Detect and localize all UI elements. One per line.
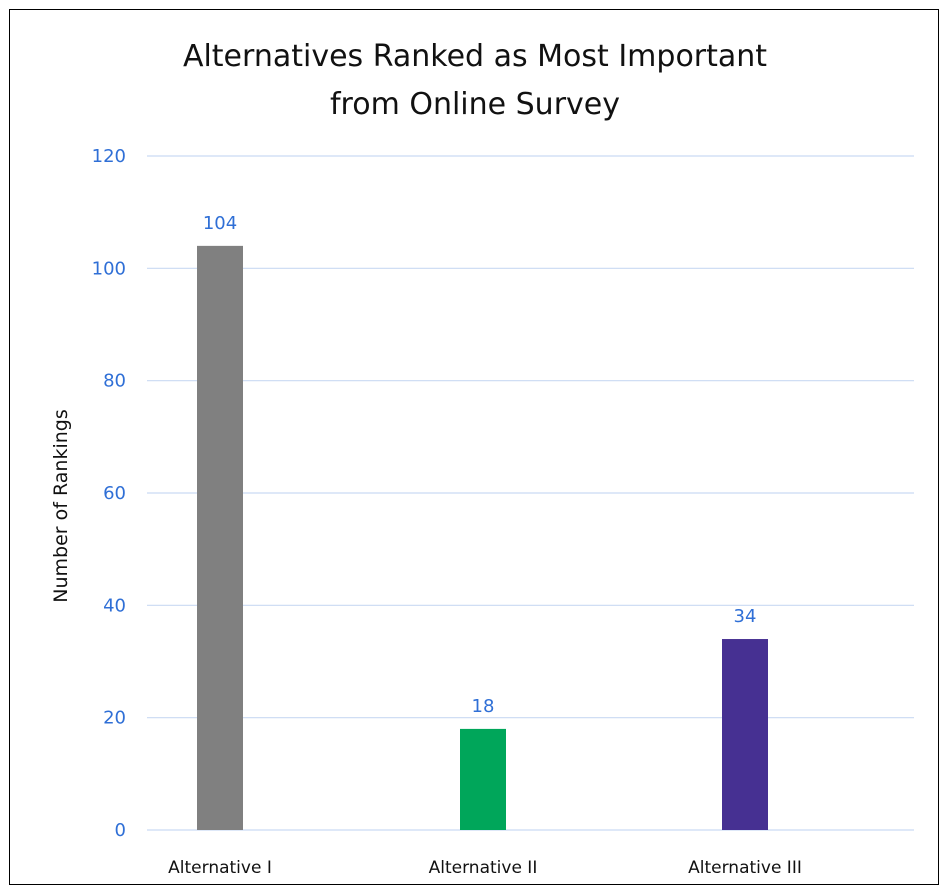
y-tick-label: 60 bbox=[103, 483, 126, 504]
x-axis-ticks: Alternative I Alternative II Alternative I… bbox=[168, 858, 802, 878]
bar-chart: Alternatives Ranked as Most Important fr… bbox=[50, 39, 914, 878]
bars bbox=[197, 245, 768, 830]
y-tick-label: 20 bbox=[103, 708, 126, 729]
x-tick-label-2: Alternative II bbox=[429, 858, 538, 878]
x-tick-label-3: Alternative III bbox=[688, 858, 802, 878]
data-labels: 104 18 34 bbox=[203, 213, 757, 717]
y-tick-label: 120 bbox=[92, 146, 126, 167]
data-label-3: 34 bbox=[734, 606, 757, 627]
bar-1 bbox=[197, 245, 243, 830]
chart-title-line-2: from Online Survey bbox=[330, 87, 620, 122]
y-axis-ticks: 0 20 40 60 80 100 120 bbox=[92, 146, 126, 841]
y-tick-label: 40 bbox=[103, 595, 126, 616]
data-label-2: 18 bbox=[472, 696, 495, 717]
chart-frame: Alternatives Ranked as Most Important fr… bbox=[9, 9, 939, 885]
x-tick-label-1: Alternative I bbox=[168, 858, 272, 878]
data-label-1: 104 bbox=[203, 213, 237, 234]
y-tick-label: 80 bbox=[103, 371, 126, 392]
gridlines bbox=[147, 155, 914, 831]
bar-3 bbox=[722, 639, 768, 830]
chart-title-line-1: Alternatives Ranked as Most Important bbox=[183, 39, 767, 74]
y-tick-label: 100 bbox=[92, 258, 126, 279]
y-tick-label: 0 bbox=[115, 820, 126, 841]
y-axis-label: Number of Rankings bbox=[50, 409, 72, 602]
chart-title: Alternatives Ranked as Most Important fr… bbox=[183, 39, 767, 122]
bar-2 bbox=[460, 728, 506, 830]
